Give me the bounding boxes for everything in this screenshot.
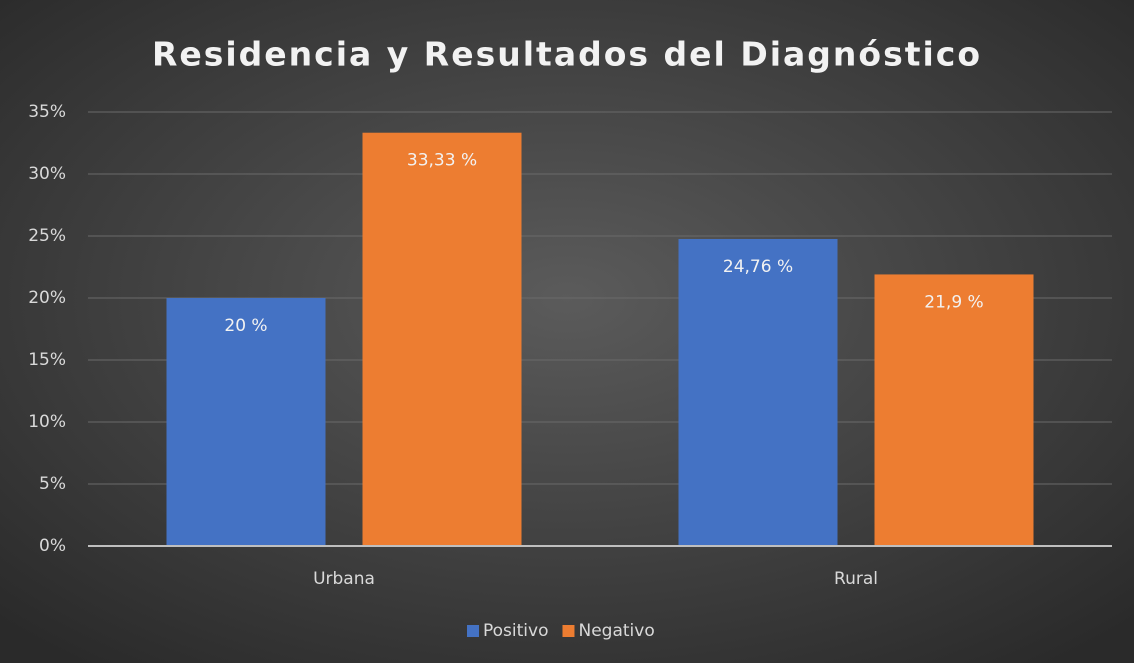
y-tick-label: 15% [28,350,66,370]
bar [678,238,838,546]
bar [874,274,1034,546]
legend-label: Positivo [483,621,548,641]
y-tick-label: 5% [39,474,66,494]
data-label: 24,76 % [723,257,793,277]
y-tick-label: 35% [28,102,66,122]
y-tick-label: 25% [28,226,66,246]
bar [362,132,522,546]
data-label: 20 % [224,316,267,336]
x-tick-label: Rural [834,569,878,589]
y-tick-label: 30% [28,164,66,184]
x-tick-label: Urbana [313,569,375,589]
data-label: 33,33 % [407,151,477,171]
chart-title: Residencia y Resultados del Diagnóstico [152,35,982,74]
legend-swatch [562,625,575,637]
y-tick-label: 20% [28,288,66,308]
y-tick-label: 0% [39,536,66,556]
legend-swatch [467,625,479,637]
y-tick-label: 10% [28,412,66,432]
legend-label: Negativo [578,621,654,641]
data-label: 21,9 % [924,292,983,312]
bar [166,298,326,546]
